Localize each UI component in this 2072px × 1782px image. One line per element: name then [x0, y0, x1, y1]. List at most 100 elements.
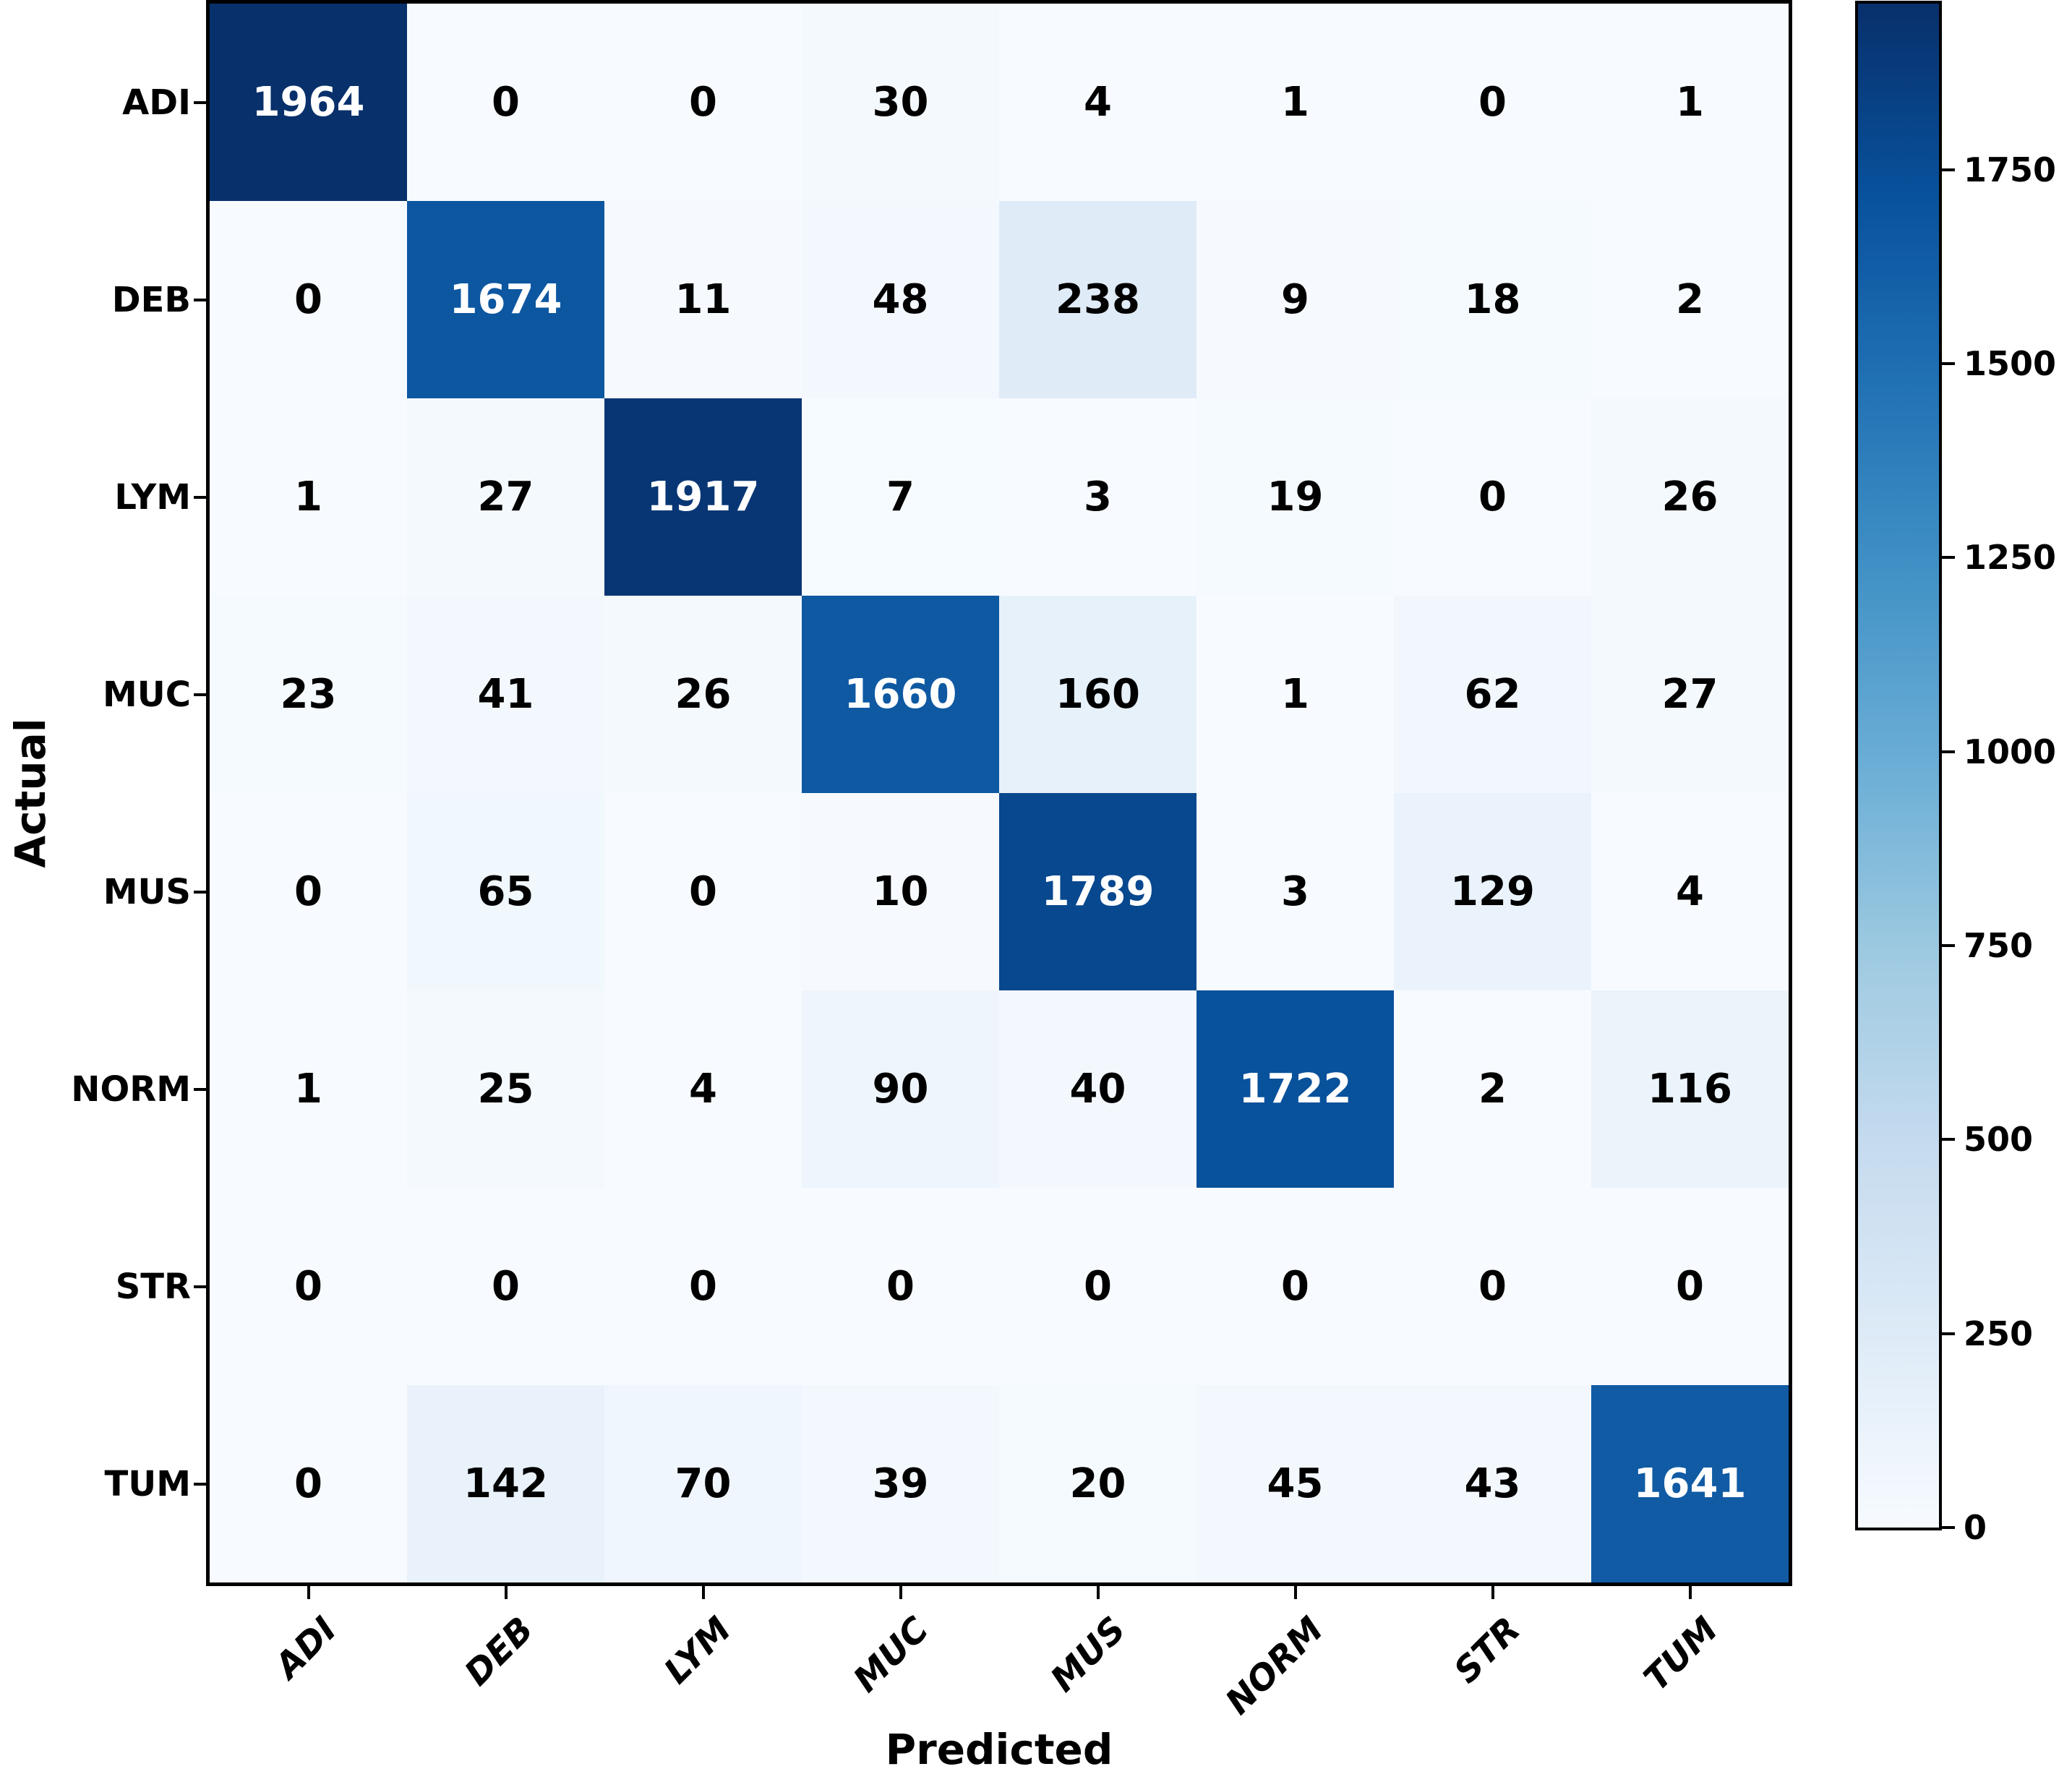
heatmap-cell: 0	[1394, 4, 1591, 201]
heatmap-cell: 45	[1196, 1385, 1394, 1582]
heatmap-cell: 0	[210, 793, 407, 990]
y-tick-label: ADI	[122, 82, 191, 123]
heatmap-cell: 48	[802, 201, 999, 398]
heatmap-cell: 9	[1196, 201, 1394, 398]
heatmap-cell: 27	[1591, 596, 1789, 793]
heatmap-cell: 1917	[604, 398, 802, 596]
y-tick-label: NORM	[71, 1068, 191, 1110]
heatmap-cell: 26	[1591, 398, 1789, 596]
x-tick-mark	[899, 1586, 902, 1599]
heatmap-cell: 1964	[210, 4, 407, 201]
y-tick-label: TUM	[104, 1463, 191, 1504]
heatmap-cell: 1722	[1196, 990, 1394, 1188]
heatmap-cell: 0	[210, 1385, 407, 1582]
heatmap-cell: 0	[1394, 398, 1591, 596]
heatmap-cell: 7	[802, 398, 999, 596]
x-tick-label: ADI	[267, 1609, 345, 1687]
x-tick-label: MUC	[845, 1609, 937, 1700]
heatmap-cell: 25	[407, 990, 604, 1188]
heatmap-cell: 27	[407, 398, 604, 596]
heatmap-cell: 1674	[407, 201, 604, 398]
heatmap-cell: 65	[407, 793, 604, 990]
colorbar-gradient	[1855, 1, 1942, 1530]
heatmap-cell: 0	[407, 4, 604, 201]
colorbar-tick-mark	[1942, 168, 1955, 171]
heatmap-grid: 1964 0 0 30 4 1 0 1 0 1674 11 48 238 9 18 2 1 27 1917 7 3 19 0…	[206, 0, 1792, 1586]
heatmap-cell: 0	[604, 1188, 802, 1385]
heatmap-cell: 0	[1591, 1188, 1789, 1385]
heatmap-cell: 1	[1196, 4, 1394, 201]
y-tick-label: LYM	[114, 476, 191, 518]
heatmap-cell: 10	[802, 793, 999, 990]
colorbar-tick-mark	[1942, 556, 1955, 560]
heatmap-cell: 3	[1196, 793, 1394, 990]
x-tick-mark	[1293, 1586, 1297, 1599]
heatmap-cell: 142	[407, 1385, 604, 1582]
y-tick-label: MUC	[103, 674, 191, 715]
y-tick-mark	[194, 1482, 207, 1486]
x-tick-label: NORM	[1217, 1609, 1332, 1723]
x-tick-mark	[701, 1586, 705, 1599]
heatmap-cell: 160	[999, 596, 1196, 793]
heatmap-cell: 1	[1196, 596, 1394, 793]
heatmap-cell: 70	[604, 1385, 802, 1582]
heatmap-cell: 0	[210, 1188, 407, 1385]
x-tick-label: STR	[1446, 1609, 1529, 1692]
heatmap-cell: 4	[604, 990, 802, 1188]
heatmap-cell: 116	[1591, 990, 1789, 1188]
heatmap-cell: 0	[407, 1188, 604, 1385]
heatmap-cell: 0	[999, 1188, 1196, 1385]
y-tick-label: MUS	[103, 871, 191, 912]
heatmap-cell: 20	[999, 1385, 1196, 1582]
heatmap-cell: 11	[604, 201, 802, 398]
colorbar-tick-mark	[1942, 750, 1955, 753]
colorbar-tick-label: 250	[1964, 1314, 2034, 1353]
heatmap-cell: 1641	[1591, 1385, 1789, 1582]
colorbar-tick-mark	[1942, 944, 1955, 947]
heatmap-cell: 0	[604, 793, 802, 990]
y-axis-title: Actual	[6, 718, 55, 868]
heatmap-cell: 2	[1591, 201, 1789, 398]
x-axis-title: Predicted	[885, 1725, 1113, 1774]
colorbar-tick-label: 1500	[1964, 344, 2057, 384]
heatmap-cell: 1	[1591, 4, 1789, 201]
colorbar-tick-label: 1750	[1964, 150, 2057, 189]
heatmap-cell: 1789	[999, 793, 1196, 990]
x-tick-mark	[307, 1586, 310, 1599]
heatmap-cell: 129	[1394, 793, 1591, 990]
y-tick-mark	[194, 693, 207, 696]
y-tick-mark	[194, 298, 207, 301]
heatmap-cell: 40	[999, 990, 1196, 1188]
y-tick-mark	[194, 100, 207, 104]
x-tick-mark	[504, 1586, 508, 1599]
y-tick-mark	[194, 1285, 207, 1288]
heatmap-cell: 62	[1394, 596, 1591, 793]
colorbar-tick-label: 750	[1964, 926, 2034, 965]
x-tick-label: DEB	[457, 1609, 542, 1694]
colorbar-tick-mark	[1942, 1138, 1955, 1141]
colorbar-tick-label: 1250	[1964, 538, 2057, 578]
heatmap-cell: 1	[210, 990, 407, 1188]
colorbar-tick-label: 1000	[1964, 732, 2057, 771]
heatmap-cell: 19	[1196, 398, 1394, 596]
heatmap-cell: 90	[802, 990, 999, 1188]
heatmap-cell: 39	[802, 1385, 999, 1582]
heatmap-cell: 2	[1394, 990, 1591, 1188]
colorbar-tick-label: 0	[1964, 1508, 1987, 1547]
y-tick-mark	[194, 495, 207, 499]
colorbar-tick-label: 500	[1964, 1120, 2034, 1160]
heatmap-cell: 1	[210, 398, 407, 596]
heatmap-cell: 0	[1394, 1188, 1591, 1385]
y-tick-label: DEB	[111, 279, 191, 320]
heatmap-cell: 1660	[802, 596, 999, 793]
y-tick-mark	[194, 890, 207, 894]
heatmap-cell: 238	[999, 201, 1196, 398]
heatmap-cell: 23	[210, 596, 407, 793]
x-tick-mark	[1688, 1586, 1692, 1599]
heatmap-cell: 30	[802, 4, 999, 201]
heatmap-cell: 0	[604, 4, 802, 201]
heatmap-cell: 4	[1591, 793, 1789, 990]
x-tick-mark	[1491, 1586, 1494, 1599]
x-tick-label: MUS	[1043, 1609, 1134, 1700]
